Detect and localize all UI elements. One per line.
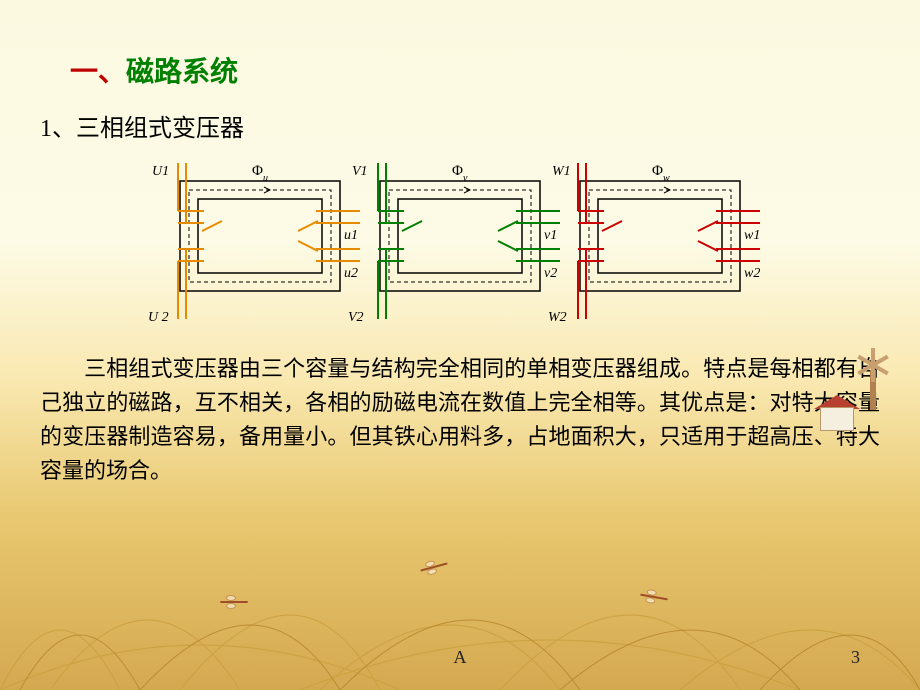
body-paragraph: 三相组式变压器由三个容量与结构完全相同的单相变压器组成。特点是每相都有自己独立的… (40, 352, 880, 488)
footer-page-number: 3 (851, 647, 860, 668)
heading-level-1: 一、磁路系统 (70, 50, 880, 90)
svg-text:W2: W2 (548, 310, 567, 325)
slide: 一、磁路系统 1、三相组式变压器 ΦuU1U 2u1u2ΦvV1V2v1v2Φw… (0, 0, 920, 690)
footer-center-label: A (454, 647, 467, 668)
dragonfly-icon (419, 557, 450, 578)
heading1-title: 磁路系统 (126, 57, 238, 88)
svg-text:v1: v1 (544, 228, 557, 243)
svg-text:V2: V2 (348, 310, 364, 325)
svg-text:u1: u1 (344, 228, 358, 243)
svg-text:u2: u2 (344, 266, 358, 281)
body-text-content: 三相组式变压器由三个容量与结构完全相同的单相变压器组成。特点是每相都有自己独立的… (40, 356, 880, 483)
svg-text:U 2: U 2 (148, 310, 169, 325)
svg-text:W1: W1 (552, 164, 571, 179)
svg-text:U1: U1 (152, 164, 169, 179)
svg-text:v2: v2 (544, 266, 557, 281)
transformer-diagram: ΦuU1U 2u1u2ΦvV1V2v1v2ΦwW1W2w1w2 (140, 153, 780, 338)
svg-text:V1: V1 (352, 164, 368, 179)
heading1-sequence: 一、 (70, 57, 126, 88)
house-decoration (814, 395, 860, 431)
diagram-svg: ΦuU1U 2u1u2ΦvV1V2v1v2ΦwW1W2w1w2 (140, 153, 780, 333)
dragonfly-icon (639, 588, 669, 607)
heading-level-2: 1、三相组式变压器 (40, 108, 880, 143)
dragonfly-icon (220, 595, 248, 609)
svg-text:w1: w1 (744, 228, 760, 243)
svg-text:w2: w2 (744, 266, 760, 281)
